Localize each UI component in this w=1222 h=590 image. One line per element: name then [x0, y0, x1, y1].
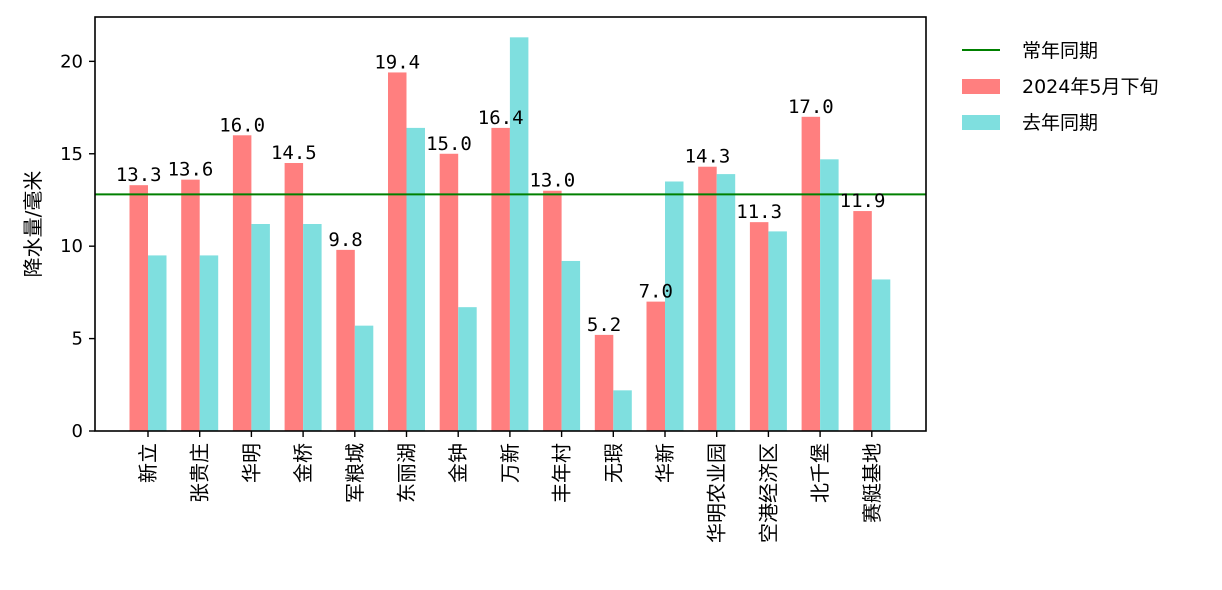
x-category-label: 东丽湖	[395, 443, 419, 503]
x-category-label: 丰年村	[550, 443, 574, 503]
x-category-label: 金钟	[446, 443, 470, 483]
y-tick-label: 5	[72, 329, 83, 350]
x-category-label: 新立	[136, 443, 160, 483]
bar-last-year-7	[509, 37, 529, 432]
bar-value-label: 16.0	[219, 114, 265, 136]
x-category-label: 金桥	[291, 443, 315, 483]
bar-current-9	[594, 334, 614, 431]
bar-value-label: 19.4	[374, 51, 420, 73]
bar-value-label: 9.8	[328, 229, 362, 251]
bar-value-label: 14.3	[685, 146, 731, 168]
bar-current-14	[853, 211, 872, 431]
bar-current-10	[646, 301, 665, 431]
bar-current-8	[543, 190, 562, 431]
bar-current-0	[129, 185, 148, 431]
data-labels-layer: 13.3 13.6 16.0 14.5 9.8 19.4 15.0 16.4 13.0 5.2 7.…	[116, 51, 886, 335]
x-category-label: 北千堡	[808, 443, 832, 503]
bar-last-year-13	[820, 159, 839, 431]
bar-value-label: 14.5	[271, 142, 317, 164]
x-category-label: 空港经济区	[756, 443, 780, 543]
bar-current-11	[698, 166, 717, 431]
bar-value-label: 16.4	[478, 107, 524, 129]
bar-last-year-10	[665, 181, 684, 431]
y-axis-label: 降水量/毫米	[21, 171, 45, 278]
x-category-label: 华明农业园	[705, 443, 729, 543]
legend-label: 去年同期	[1022, 112, 1098, 134]
x-category-label: 赛艇基地	[860, 443, 884, 523]
x-category-label: 张贵庄	[188, 443, 212, 503]
bar-value-label: 13.6	[168, 159, 214, 181]
bar-last-year-6	[458, 307, 477, 431]
x-category-label: 万新	[498, 443, 522, 483]
bar-current-7	[491, 127, 510, 432]
y-tick-label: 0	[72, 421, 83, 442]
y-tick-label: 15	[60, 144, 83, 165]
bar-value-label: 11.3	[736, 201, 782, 223]
bar-last-year-5	[406, 127, 425, 432]
bar-value-label: 11.9	[840, 190, 886, 212]
x-axis: 新立 张贵庄 华明 金桥 军粮城 东丽湖 金钟 万新 丰年村 无瑕 华新 华明农业园 空港经济区 北千堡 赛…	[136, 431, 884, 543]
bar-current-1	[181, 179, 200, 431]
bar-current-5	[388, 72, 407, 432]
x-category-label: 华明	[239, 443, 263, 483]
bar-last-year-12	[768, 231, 787, 431]
bar-current-3	[284, 163, 304, 432]
bar-current-12	[749, 222, 769, 431]
bar-last-year-9	[613, 390, 632, 431]
bar-value-label: 13.3	[116, 164, 162, 186]
bar-current-13	[801, 116, 821, 431]
bar-value-label: 5.2	[587, 314, 621, 336]
bar-current-6	[439, 153, 459, 431]
x-category-label: 无瑕	[601, 443, 625, 483]
bar-last-year-8	[561, 260, 581, 431]
y-tick-label: 20	[60, 51, 83, 72]
bar-value-label: 13.0	[529, 170, 575, 192]
bar-value-label: 17.0	[788, 96, 834, 118]
legend-patch-swatch	[962, 79, 1000, 94]
y-tick-label: 10	[60, 236, 83, 257]
bar-last-year-14	[871, 279, 891, 431]
bars-layer	[129, 37, 891, 432]
bar-last-year-2	[251, 224, 270, 431]
bar-last-year-11	[716, 174, 736, 432]
bar-last-year-1	[199, 255, 219, 431]
bar-value-label: 15.0	[426, 133, 472, 155]
bar-last-year-3	[303, 224, 322, 431]
bar-last-year-4	[354, 325, 374, 431]
y-axis: 0 5 10 15 20	[60, 51, 95, 442]
bar-current-2	[232, 135, 252, 432]
bar-current-4	[336, 249, 355, 431]
x-category-label: 军粮城	[343, 443, 367, 503]
legend-label: 常年同期	[1022, 40, 1098, 62]
bar-value-label: 7.0	[639, 281, 673, 303]
bar-last-year-0	[148, 255, 167, 431]
x-category-label: 华新	[653, 443, 677, 483]
legend-label: 2024年5月下旬	[1022, 76, 1158, 98]
legend-patch-swatch	[962, 115, 1000, 130]
